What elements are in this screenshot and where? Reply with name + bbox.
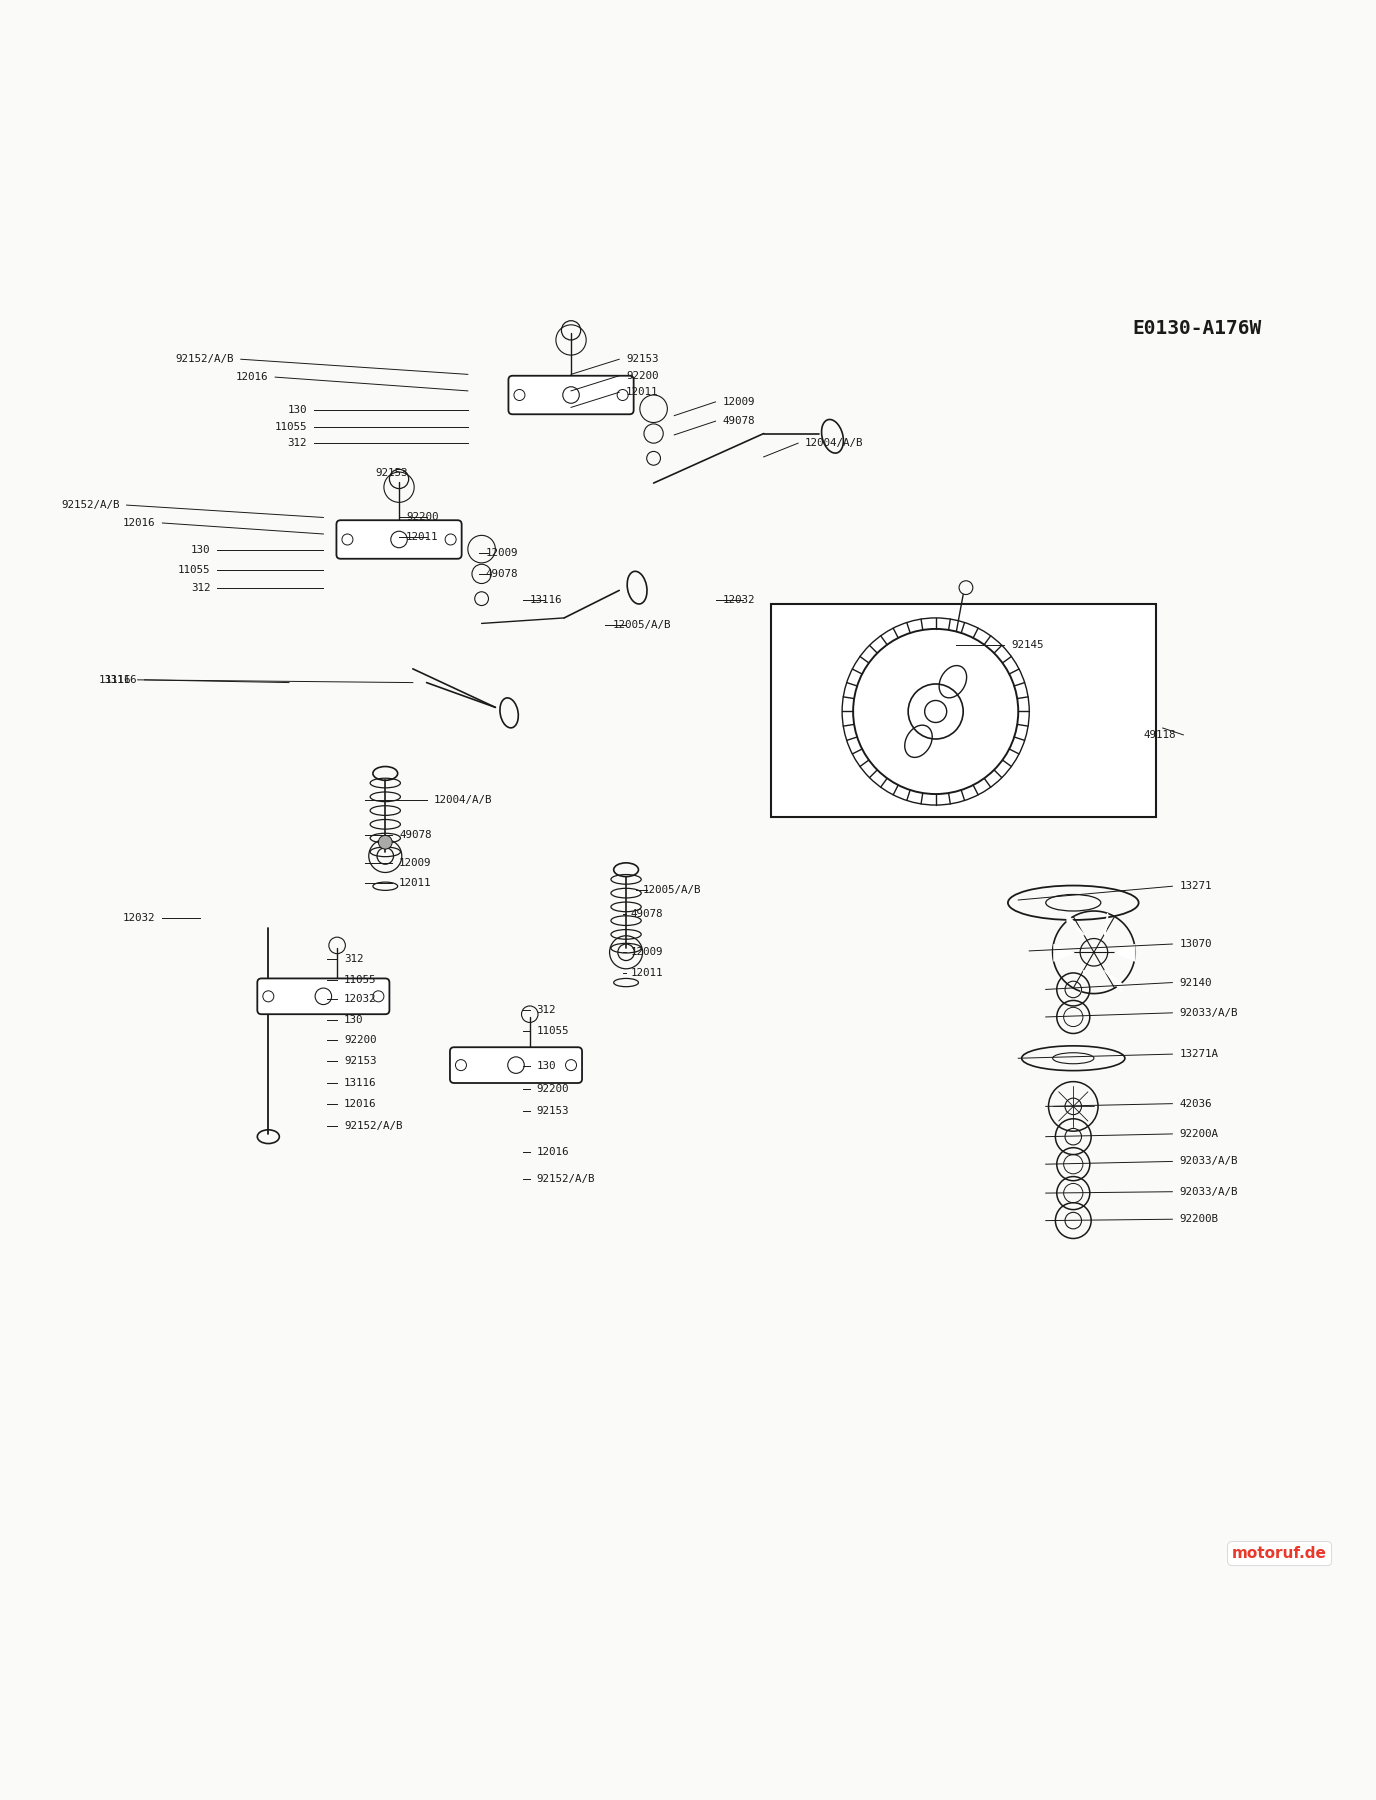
Text: 92200: 92200 (406, 513, 439, 522)
Circle shape (378, 835, 392, 850)
Text: 312: 312 (288, 437, 307, 448)
Text: 12011: 12011 (626, 387, 659, 398)
Text: 130: 130 (288, 405, 307, 416)
Text: 92033/A/B: 92033/A/B (1179, 1156, 1238, 1166)
Text: 92200B: 92200B (1179, 1215, 1218, 1224)
Text: 13116: 13116 (105, 675, 138, 684)
Text: 92152/A/B: 92152/A/B (61, 500, 120, 509)
Text: 130: 130 (191, 545, 211, 556)
Text: 12009: 12009 (486, 549, 519, 558)
Text: 312: 312 (344, 954, 363, 965)
Text: 12011: 12011 (630, 968, 663, 977)
Text: 11055: 11055 (274, 421, 307, 432)
Text: 92152/A/B: 92152/A/B (537, 1174, 596, 1184)
FancyBboxPatch shape (450, 1048, 582, 1084)
Text: 12005/A/B: 12005/A/B (643, 886, 702, 895)
Text: 92200: 92200 (626, 371, 659, 382)
Text: 12016: 12016 (235, 373, 268, 382)
Text: 92200: 92200 (537, 1084, 570, 1094)
Text: 49118: 49118 (1143, 729, 1176, 740)
FancyBboxPatch shape (257, 979, 389, 1013)
Text: 49078: 49078 (722, 416, 755, 427)
Text: 312: 312 (537, 1004, 556, 1015)
Text: 12011: 12011 (399, 878, 432, 889)
Text: 12016: 12016 (537, 1147, 570, 1157)
Text: 11055: 11055 (178, 565, 211, 574)
Text: 12016: 12016 (122, 518, 155, 527)
Text: 13116: 13116 (98, 675, 131, 684)
Text: E0130-A176W: E0130-A176W (1132, 319, 1262, 338)
Text: 12009: 12009 (722, 396, 755, 407)
Text: 13116: 13116 (344, 1078, 377, 1087)
Text: 92153: 92153 (626, 355, 659, 364)
Text: 92153: 92153 (376, 468, 409, 479)
Text: 130: 130 (344, 1015, 363, 1024)
Text: 12004/A/B: 12004/A/B (433, 794, 493, 805)
Text: 92200: 92200 (344, 1035, 377, 1046)
Text: 92033/A/B: 92033/A/B (1179, 1008, 1238, 1017)
Text: 92200A: 92200A (1179, 1129, 1218, 1139)
Text: 92145: 92145 (1011, 641, 1044, 650)
Text: 12032: 12032 (122, 913, 155, 923)
Text: 92033/A/B: 92033/A/B (1179, 1186, 1238, 1197)
Text: 312: 312 (191, 583, 211, 592)
FancyBboxPatch shape (771, 605, 1156, 817)
Text: 13271: 13271 (1179, 882, 1212, 891)
Text: 12004/A/B: 12004/A/B (805, 437, 864, 448)
FancyBboxPatch shape (336, 520, 461, 558)
Text: 92152/A/B: 92152/A/B (175, 355, 234, 364)
Text: 12032: 12032 (722, 596, 755, 605)
Text: 13271A: 13271A (1179, 1049, 1218, 1058)
Text: 12011: 12011 (406, 531, 439, 542)
Text: 11055: 11055 (537, 1026, 570, 1035)
FancyBboxPatch shape (509, 376, 633, 414)
Text: motoruf.de: motoruf.de (1233, 1546, 1326, 1561)
Text: 92153: 92153 (537, 1105, 570, 1116)
Text: 12005/A/B: 12005/A/B (612, 619, 671, 630)
Text: 49078: 49078 (486, 569, 519, 580)
Text: 130: 130 (537, 1062, 556, 1071)
Text: 12009: 12009 (630, 947, 663, 958)
Text: 13116: 13116 (530, 596, 563, 605)
Text: 49078: 49078 (399, 830, 432, 841)
Text: 92153: 92153 (344, 1057, 377, 1066)
Text: 12009: 12009 (399, 859, 432, 868)
Text: 12032: 12032 (344, 994, 377, 1004)
Text: 11055: 11055 (344, 976, 377, 985)
Text: 49078: 49078 (630, 909, 663, 918)
Text: 42036: 42036 (1179, 1098, 1212, 1109)
Text: 92140: 92140 (1179, 977, 1212, 988)
Text: 92152/A/B: 92152/A/B (344, 1121, 403, 1130)
Text: 13070: 13070 (1179, 940, 1212, 949)
Text: 12016: 12016 (344, 1098, 377, 1109)
